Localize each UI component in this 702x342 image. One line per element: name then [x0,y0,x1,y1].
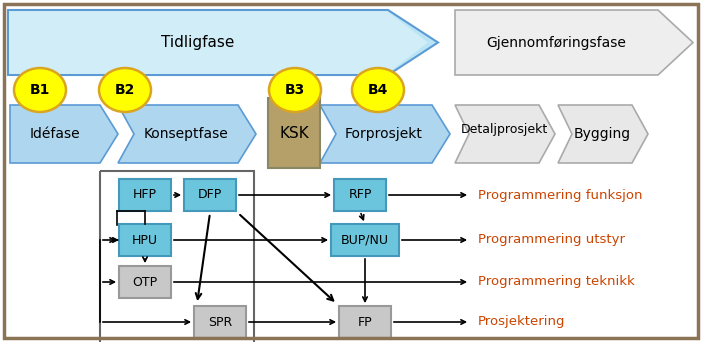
Text: Programmering funksjon: Programmering funksjon [478,188,642,201]
Bar [334,179,386,211]
Bar [331,224,399,256]
Ellipse shape [269,68,321,112]
Text: Konseptfase: Konseptfase [144,127,228,141]
Text: Prosjektering: Prosjektering [478,316,566,329]
Polygon shape [455,10,693,75]
Text: HPU: HPU [132,234,158,247]
Text: SPR: SPR [208,316,232,329]
Text: B2: B2 [115,83,135,97]
Polygon shape [558,105,648,163]
Text: B4: B4 [368,83,388,97]
Text: Programmering utstyr: Programmering utstyr [478,234,625,247]
Ellipse shape [99,68,151,112]
Polygon shape [455,105,555,163]
Text: B1: B1 [29,83,50,97]
Text: FP: FP [358,316,372,329]
Bar [100,171,254,342]
Polygon shape [10,105,118,163]
Text: HFP: HFP [133,188,157,201]
Text: Idéfase: Idéfase [29,127,80,141]
Text: Gjennomføringsfase: Gjennomføringsfase [486,36,626,50]
Text: B3: B3 [285,83,305,97]
Polygon shape [320,105,450,163]
Polygon shape [9,11,428,74]
Text: Tidligfase: Tidligfase [161,35,234,50]
Polygon shape [8,10,438,75]
Bar [119,266,171,298]
Bar [339,306,391,338]
Ellipse shape [352,68,404,112]
Text: Bygging: Bygging [574,127,630,141]
Text: KSK: KSK [279,126,309,141]
Text: Detaljprosjekt: Detaljprosjekt [461,122,548,135]
Bar [184,179,236,211]
Text: Forprosjekt: Forprosjekt [345,127,423,141]
Bar [194,306,246,338]
Polygon shape [118,105,256,163]
Bar [119,224,171,256]
Text: BUP/NU: BUP/NU [341,234,389,247]
Bar [268,98,320,168]
Ellipse shape [14,68,66,112]
Text: RFP: RFP [348,188,371,201]
Text: OTP: OTP [133,276,157,289]
Bar [119,179,171,211]
Text: Programmering teknikk: Programmering teknikk [478,276,635,289]
Text: DFP: DFP [198,188,222,201]
